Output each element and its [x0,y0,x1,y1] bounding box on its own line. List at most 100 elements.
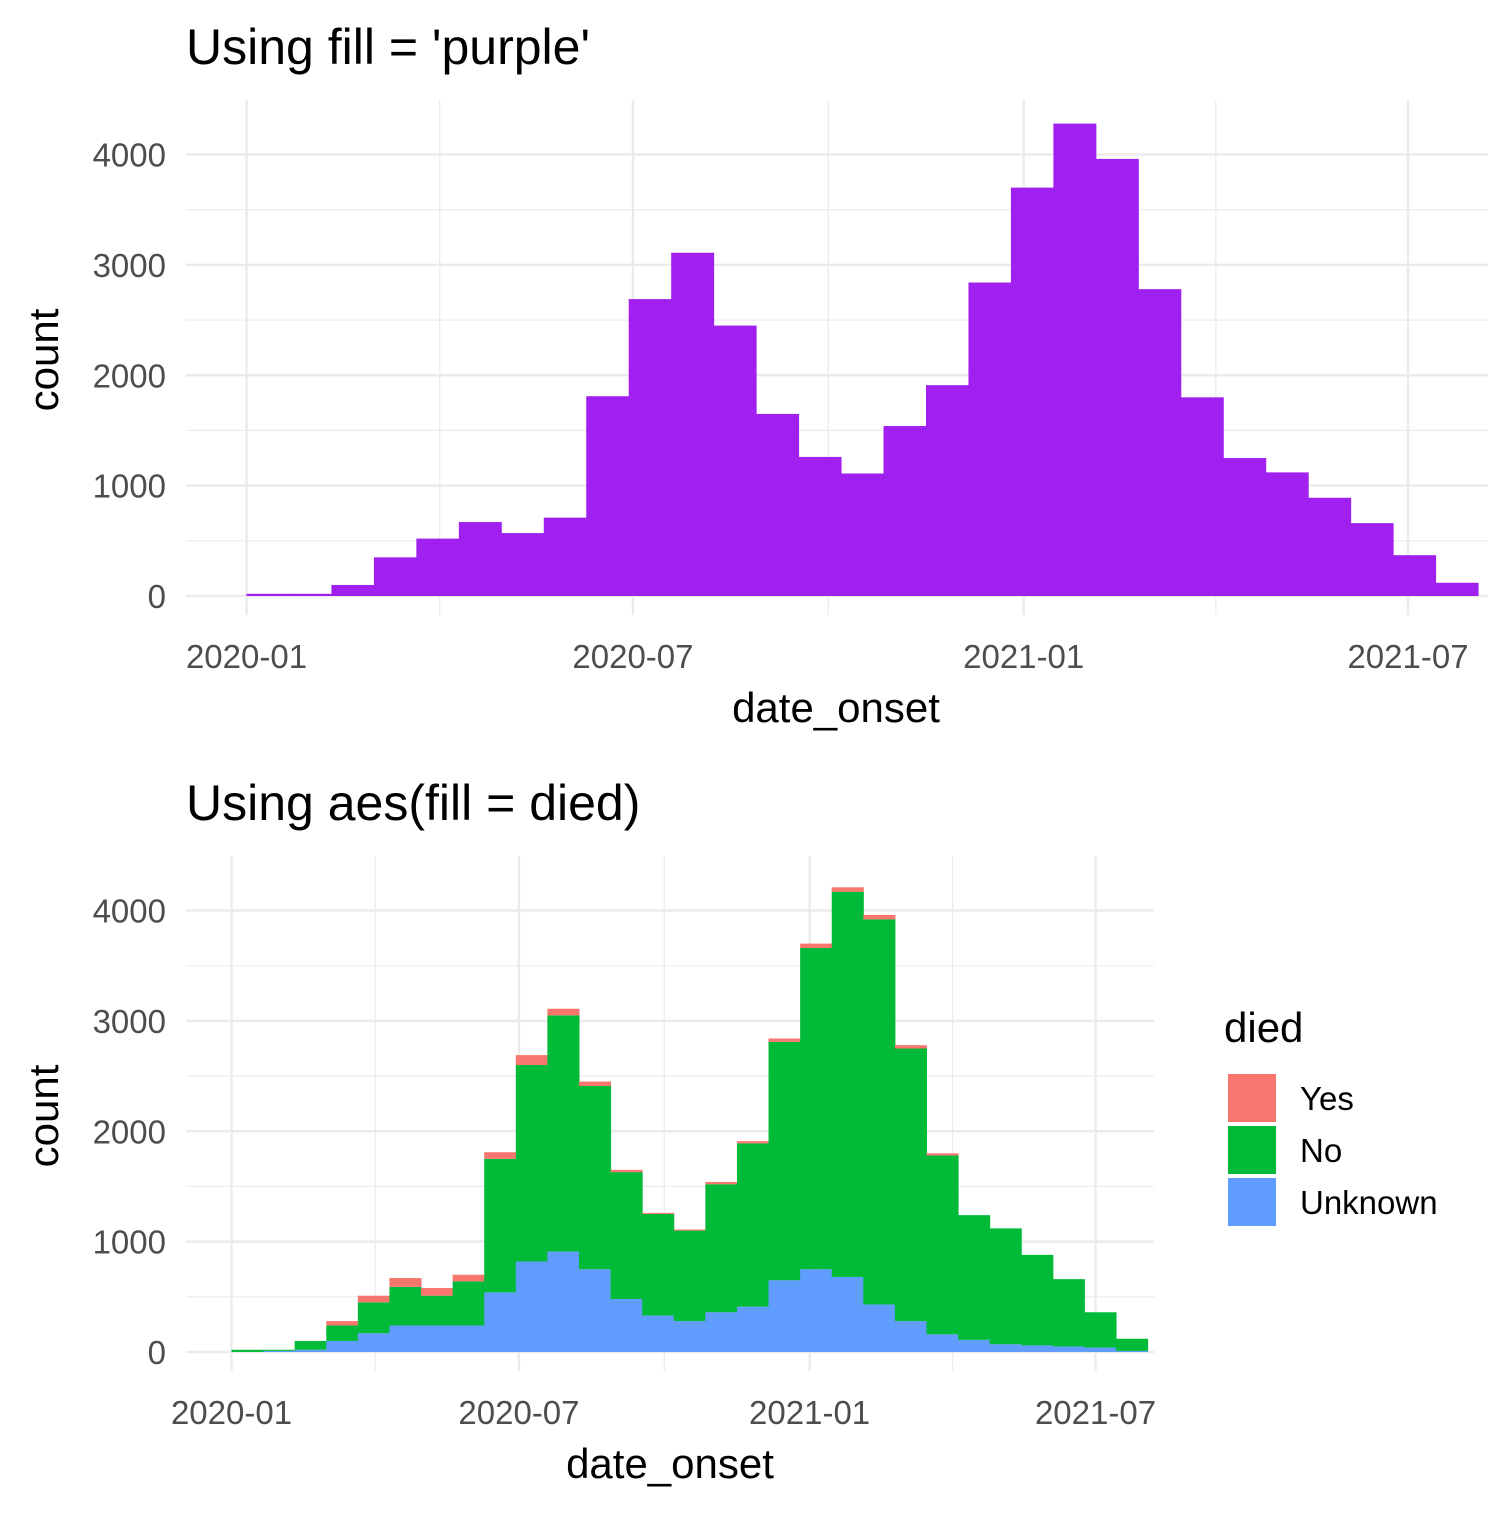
stacked-bar-no [357,1302,390,1334]
legend-key [1228,1074,1276,1122]
histogram-bar [1095,158,1139,597]
stacked-bar-unknown [894,1321,927,1352]
legend: died Yes No Unknown [1224,1004,1438,1226]
histogram-bar [586,396,630,596]
x-tick-label: 2021-01 [749,1394,870,1431]
stacked-bar-no [705,1184,738,1313]
y-tick-label: 2000 [93,357,166,394]
legend-label: Yes [1300,1080,1354,1117]
stacked-bar-no [926,1155,959,1335]
x-tick-label: 2021-01 [963,638,1084,675]
stacked-bar-unknown [1084,1347,1117,1352]
y-tick-label: 1000 [93,1224,166,1261]
stacked-bar-unknown [452,1325,485,1352]
y-tick-label: 4000 [93,137,166,174]
stacked-bar-no [894,1048,927,1322]
histogram-bar [1223,458,1267,596]
y-tick-label: 0 [148,1334,166,1371]
stacked-bar-unknown [831,1276,864,1352]
panel-stacked-histogram: Using aes(fill = died) 0 1000 2000 3000 4000… [20,775,1438,1487]
stacked-bar-unknown [1021,1345,1054,1352]
histogram-bar [883,426,927,596]
stacked-bar-no [421,1295,454,1326]
histogram-bar [798,456,842,596]
stacked-bar-no [768,1041,801,1281]
stacked-bar-yes [421,1287,454,1296]
stacked-bar-unknown [863,1304,896,1352]
histogram-bar [925,385,969,596]
x-tick-label: 2021-07 [1035,1394,1156,1431]
stacked-bar-no [831,891,864,1277]
legend-key [1228,1126,1276,1174]
histogram-bar [1435,582,1479,596]
stacked-bar-yes [705,1182,738,1185]
bars [231,887,1149,1352]
stacked-bar-unknown [326,1340,359,1352]
y-axis-title: count [20,1064,67,1167]
legend-items: Yes No Unknown [1228,1074,1438,1226]
stacked-bar-yes [357,1295,390,1303]
histogram-bar [1308,497,1352,596]
stacked-bar-no [610,1172,643,1300]
histogram-bar [1265,472,1309,596]
histogram-bar [756,413,800,596]
stacked-bar-no [673,1230,706,1322]
stacked-bar-yes [894,1045,927,1049]
x-axis-title: date_onset [732,684,940,731]
x-tick-label: 2020-07 [572,638,693,675]
y-tick-label: 1000 [93,468,166,505]
stacked-bar-unknown [800,1269,833,1352]
y-tick-label: 3000 [93,1003,166,1040]
stacked-bar-no [736,1143,770,1307]
histogram-bar [628,299,672,596]
y-axis-title: count [20,308,67,411]
stacked-bar-no [989,1228,1022,1345]
y-axis-ticks: 0 1000 2000 3000 4000 [93,137,166,616]
histogram-bar [373,557,417,596]
stacked-bar-yes [484,1152,517,1159]
stacked-bar-yes [610,1169,643,1173]
stacked-bar-unknown [610,1299,643,1352]
stacked-bar-yes [673,1229,706,1231]
histogram-bar [671,252,715,596]
x-tick-label: 2020-07 [458,1394,579,1431]
stacked-bar-unknown [673,1321,706,1352]
histogram-bar [458,522,502,596]
legend-item-yes: Yes [1228,1074,1354,1122]
stacked-bar-unknown [421,1325,454,1352]
stacked-bar-unknown [768,1280,801,1352]
stacked-bar-no [515,1065,548,1262]
stacked-bar-yes [768,1038,801,1042]
stacked-bar-no [1084,1312,1117,1348]
legend-item-unknown: Unknown [1228,1178,1438,1226]
stacked-bar-unknown [989,1344,1022,1352]
legend-title: died [1224,1004,1303,1051]
stacked-bar-yes [800,943,833,949]
histogram-bar [1350,523,1394,596]
x-tick-label: 2020-01 [186,638,307,675]
stacked-bar-yes [515,1055,548,1066]
stacked-bar-unknown [515,1261,548,1352]
histogram-bar [543,517,587,596]
stacked-bar-yes [578,1081,612,1086]
stacked-bar-unknown [926,1334,959,1352]
legend-label: Unknown [1300,1184,1438,1221]
stacked-bar-no [1021,1254,1054,1346]
stacked-bar-unknown [705,1312,738,1352]
y-tick-label: 4000 [93,893,166,930]
stacked-bar-yes [831,887,864,892]
histogram-bar [246,593,290,596]
bars [246,123,1479,597]
stacked-bar-unknown [263,1350,296,1352]
histogram-bar [1053,123,1097,596]
stacked-bar-no [1116,1338,1149,1351]
stacked-bar-no [863,919,896,1305]
chart-title: Using fill = 'purple' [186,19,590,75]
x-tick-label: 2021-07 [1347,638,1468,675]
histogram-bar [1393,555,1437,596]
histogram-bar [416,538,460,596]
stacked-bar-no [578,1085,612,1270]
stacked-bar-no [294,1340,327,1350]
